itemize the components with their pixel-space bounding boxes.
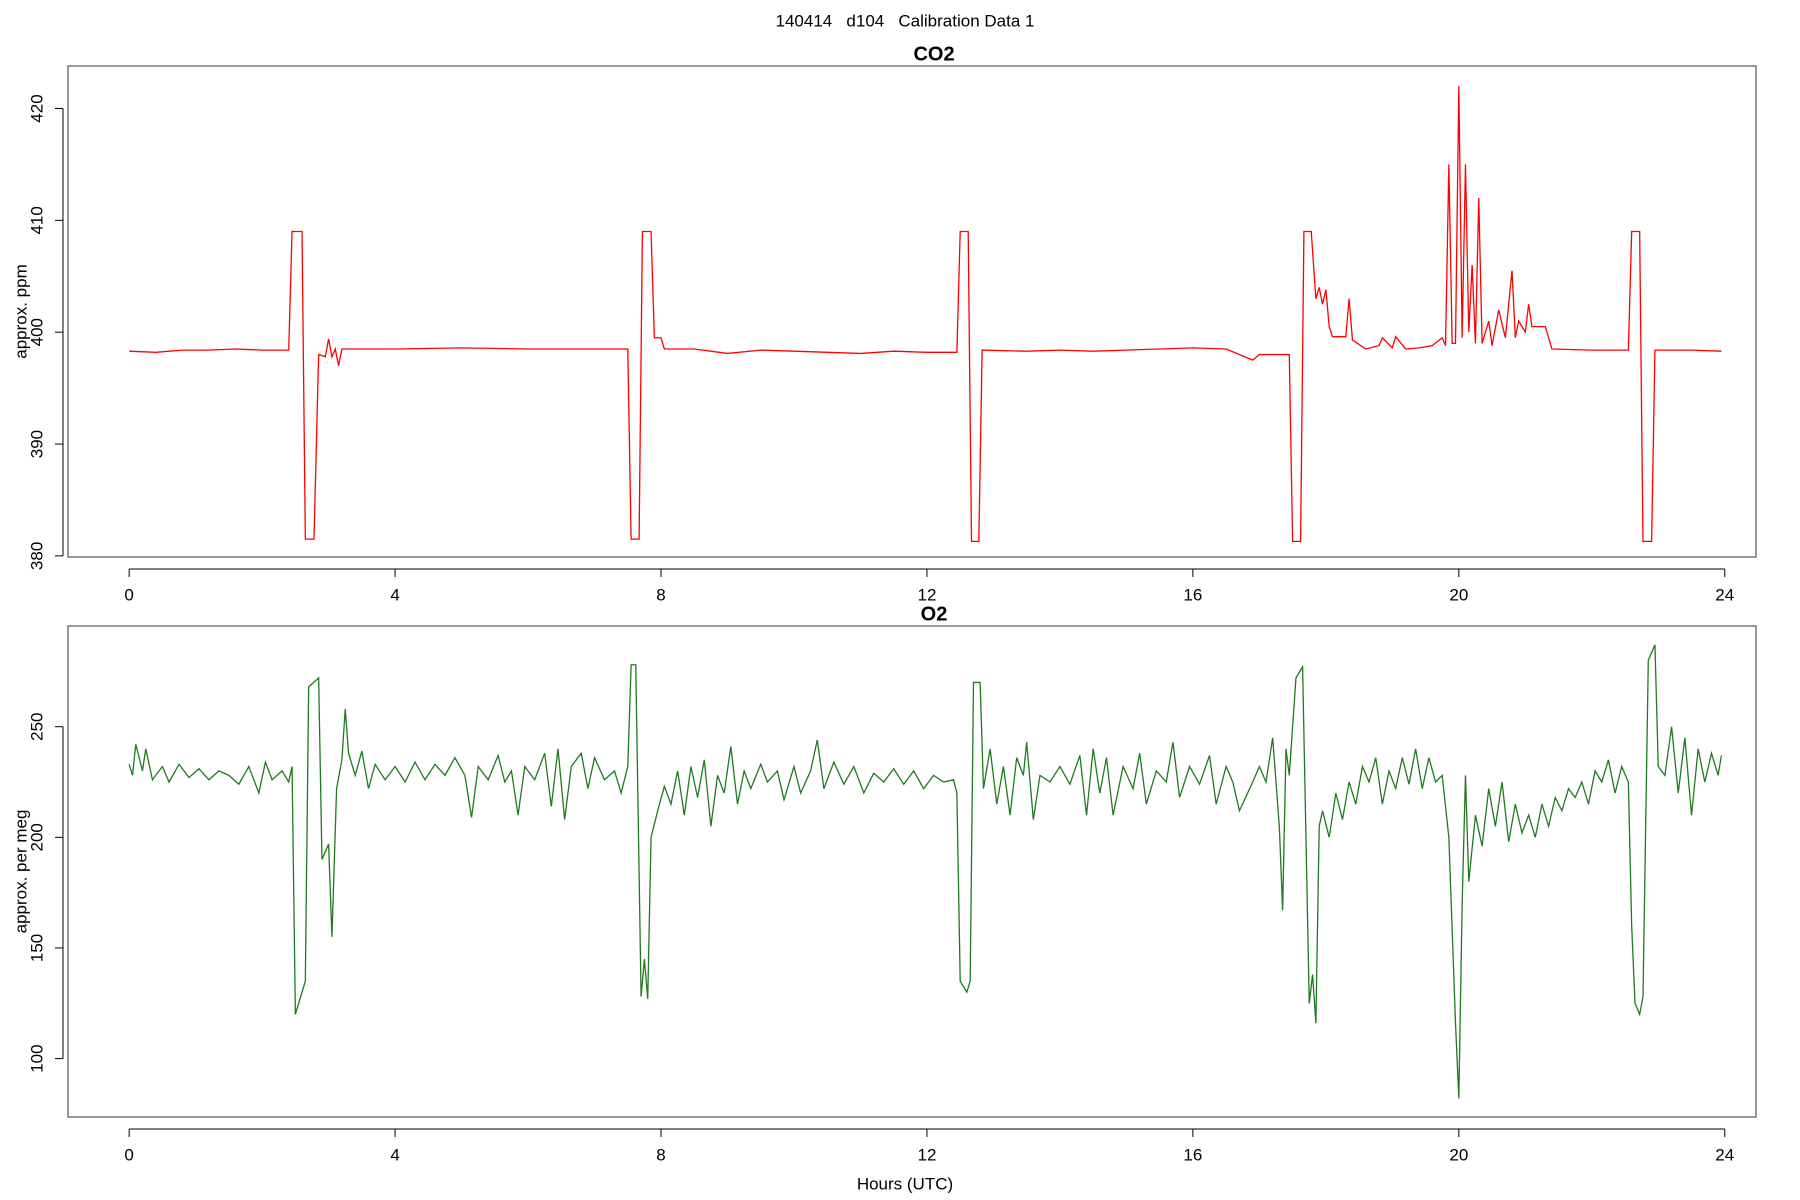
- x-tick-label: 16: [1183, 585, 1202, 604]
- y-tick-label: 420: [27, 94, 46, 122]
- plot-frame: [67, 625, 1757, 1118]
- x-tick-label: 0: [124, 1145, 133, 1164]
- y-tick-label: 400: [27, 318, 46, 346]
- data-line: [129, 86, 1722, 542]
- x-axis-label: Hours (UTC): [857, 1174, 953, 1193]
- x-tick-label: 16: [1183, 1145, 1202, 1164]
- y-tick-label: 200: [27, 823, 46, 851]
- x-tick-label: 20: [1449, 585, 1468, 604]
- y-tick-label: 410: [27, 206, 46, 234]
- x-tick-label: 8: [656, 1145, 665, 1164]
- x-tick-label: 0: [124, 585, 133, 604]
- data-line: [128, 644, 1723, 1099]
- y-tick-label: 390: [27, 430, 46, 458]
- x-tick-label: 8: [656, 585, 665, 604]
- y-tick-label: 100: [27, 1044, 46, 1072]
- y-tick-label: 150: [27, 934, 46, 962]
- y-tick-label: 380: [27, 542, 46, 570]
- chart-title: CO2: [913, 43, 954, 65]
- x-tick-label: 24: [1715, 585, 1734, 604]
- chart-title: O2: [921, 603, 948, 625]
- x-tick-label: 24: [1715, 1145, 1734, 1164]
- y-axis-label: approx. per meg: [11, 810, 30, 934]
- x-tick-label: 20: [1449, 1145, 1468, 1164]
- x-tick-label: 12: [917, 585, 936, 604]
- y-axis-label: approx. ppm: [11, 264, 30, 359]
- plot-frame: [67, 65, 1757, 558]
- y-tick-label: 250: [27, 712, 46, 740]
- x-tick-label: 4: [390, 1145, 399, 1164]
- x-tick-label: 12: [917, 1145, 936, 1164]
- figure-title: 140414 d104 Calibration Data 1: [776, 11, 1035, 30]
- x-tick-label: 4: [390, 585, 399, 604]
